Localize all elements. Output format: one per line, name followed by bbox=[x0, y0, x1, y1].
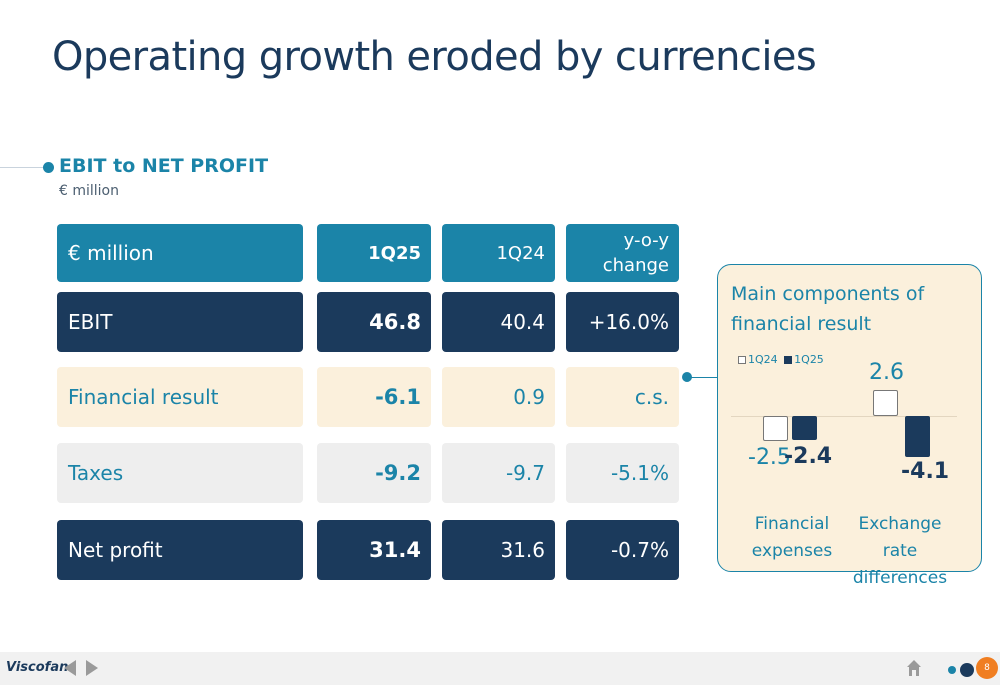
table-header-1q24: 1Q24 bbox=[442, 224, 555, 282]
next-arrow-icon[interactable] bbox=[86, 660, 98, 676]
row-ebit-change: +16.0% bbox=[566, 292, 679, 352]
section-bullet bbox=[43, 162, 54, 173]
row-financial-1q25: -6.1 bbox=[317, 367, 431, 427]
home-icon[interactable] bbox=[906, 659, 922, 677]
table-header-change-line1: y-o-y bbox=[623, 230, 669, 251]
bar-1q24-exchange-rate-differences bbox=[873, 390, 898, 416]
row-taxes-1q25: -9.2 bbox=[317, 443, 431, 503]
page-title: Operating growth eroded by currencies bbox=[52, 34, 817, 80]
row-ebit-label: EBIT bbox=[57, 292, 303, 352]
table-header-change-line2: change bbox=[602, 255, 669, 276]
financial-result-panel: Main components of financial result 1Q24… bbox=[717, 264, 982, 588]
row-netprofit-change: -0.7% bbox=[566, 520, 679, 580]
prev-arrow-icon[interactable] bbox=[64, 660, 76, 676]
value-label-1q24-exchange-rate-differences: 2.6 bbox=[869, 360, 904, 385]
footer-bar: Viscofan 8 bbox=[0, 652, 1000, 685]
viscofan-logo: Viscofan bbox=[6, 660, 69, 675]
value-label-1q25-exchange-rate-differences: -4.1 bbox=[901, 459, 950, 484]
row-taxes-change: -5.1% bbox=[566, 443, 679, 503]
category-exchange-rate-differences: Exchange rate differences bbox=[844, 511, 956, 592]
pagination-dot-small bbox=[948, 666, 956, 674]
connector-line bbox=[690, 377, 720, 378]
row-taxes-1q24: -9.7 bbox=[442, 443, 555, 503]
row-netprofit-1q25: 31.4 bbox=[317, 520, 431, 580]
section-unit: € million bbox=[59, 183, 119, 199]
chart-title: Main components of financial result bbox=[731, 283, 925, 335]
bar-1q24-financial-expenses bbox=[763, 416, 788, 441]
value-label-1q25-financial-expenses: -2.4 bbox=[784, 444, 833, 469]
category-line: differences bbox=[852, 568, 948, 588]
section-title: EBIT to NET PROFIT bbox=[59, 155, 269, 177]
row-ebit-1q24: 40.4 bbox=[442, 292, 555, 352]
chart-legend: 1Q24 1Q25 bbox=[738, 353, 824, 366]
category-line: Financial bbox=[754, 514, 830, 534]
value-label-1q24-financial-expenses: -2.5 bbox=[748, 445, 791, 470]
row-taxes-label: Taxes bbox=[57, 443, 303, 503]
connector-dot bbox=[682, 372, 692, 382]
page-number-badge: 8 bbox=[976, 657, 998, 679]
category-financial-expenses: Financial expenses bbox=[740, 511, 844, 565]
category-line: Exchange rate bbox=[858, 514, 942, 561]
bar-1q25-exchange-rate-differences bbox=[905, 416, 930, 457]
row-financial-label: Financial result bbox=[57, 367, 303, 427]
row-netprofit-label: Net profit bbox=[57, 520, 303, 580]
table-header-label: € million bbox=[57, 224, 303, 282]
legend-label-1q25: 1Q25 bbox=[794, 353, 824, 366]
row-netprofit-1q24: 31.6 bbox=[442, 520, 555, 580]
bar-1q25-financial-expenses bbox=[792, 416, 817, 440]
row-ebit-1q25: 46.8 bbox=[317, 292, 431, 352]
pagination-dot-medium bbox=[960, 663, 974, 677]
table-header-change: y-o-y change bbox=[566, 224, 679, 282]
row-financial-1q24: 0.9 bbox=[442, 367, 555, 427]
category-line: expenses bbox=[751, 541, 833, 561]
table-header-1q25: 1Q25 bbox=[317, 224, 431, 282]
chart-baseline bbox=[731, 416, 957, 417]
legend-label-1q24: 1Q24 bbox=[748, 353, 778, 366]
section-line bbox=[0, 167, 44, 168]
legend-swatch-1q25 bbox=[784, 356, 793, 364]
legend-swatch-1q24 bbox=[738, 356, 746, 364]
row-financial-change: c.s. bbox=[566, 367, 679, 427]
